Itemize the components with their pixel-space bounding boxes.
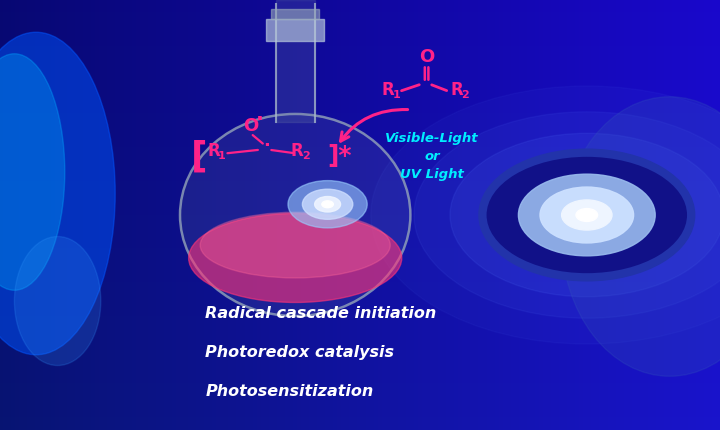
Text: R: R <box>291 141 304 160</box>
Circle shape <box>562 200 612 230</box>
Text: O: O <box>243 117 258 135</box>
Circle shape <box>315 197 341 212</box>
Text: O: O <box>419 48 434 66</box>
Ellipse shape <box>14 237 101 366</box>
Text: 2: 2 <box>302 151 310 161</box>
Text: 1: 1 <box>393 90 401 100</box>
Circle shape <box>518 174 655 256</box>
Text: ]*: ]* <box>328 144 352 168</box>
Circle shape <box>576 209 598 221</box>
Ellipse shape <box>0 32 115 355</box>
Bar <box>271 9 319 19</box>
Text: ·: · <box>256 109 264 129</box>
Text: R: R <box>207 141 220 160</box>
Ellipse shape <box>180 114 410 316</box>
Text: 1: 1 <box>218 151 226 161</box>
Text: R: R <box>382 80 395 98</box>
Ellipse shape <box>562 97 720 376</box>
Text: Radical cascade initiation: Radical cascade initiation <box>205 307 436 321</box>
Text: Photosensitization: Photosensitization <box>205 384 374 399</box>
Circle shape <box>371 86 720 344</box>
Ellipse shape <box>0 54 65 290</box>
Circle shape <box>414 112 720 318</box>
Bar <box>266 19 324 41</box>
Text: ·: · <box>263 137 270 155</box>
Ellipse shape <box>200 212 390 278</box>
Circle shape <box>322 201 333 208</box>
Ellipse shape <box>189 214 402 302</box>
Circle shape <box>540 187 634 243</box>
Text: 2: 2 <box>462 90 469 100</box>
Circle shape <box>288 181 367 228</box>
Circle shape <box>302 189 353 219</box>
Bar <box>276 0 315 122</box>
Circle shape <box>482 153 691 277</box>
Text: Visible-Light
or
UV Light: Visible-Light or UV Light <box>385 132 479 181</box>
Text: R: R <box>450 80 463 98</box>
Text: [: [ <box>191 140 207 174</box>
Text: Photoredox catalysis: Photoredox catalysis <box>205 345 395 360</box>
Circle shape <box>450 133 720 297</box>
